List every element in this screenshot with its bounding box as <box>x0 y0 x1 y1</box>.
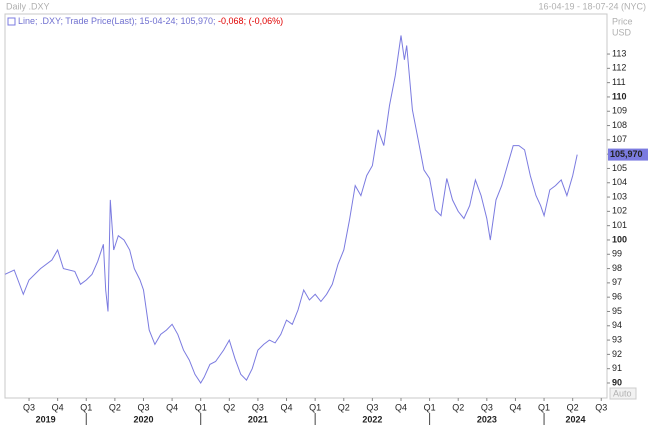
x-tick-label: Q2 <box>109 402 121 412</box>
x-tick-label: Q3 <box>481 402 493 412</box>
scale-mode-box[interactable] <box>609 387 637 400</box>
axis-title: Price <box>612 16 633 26</box>
x-tick-label: Q1 <box>309 402 321 412</box>
y-tick-label: 90 <box>612 377 622 387</box>
x-tick-label: Q1 <box>80 402 92 412</box>
x-tick-label: Q4 <box>509 402 521 412</box>
y-tick-label: 103 <box>612 191 627 201</box>
y-tick-label: 102 <box>612 206 627 216</box>
x-tick-label: Q4 <box>166 402 178 412</box>
price-line <box>4 35 578 384</box>
y-tick-label: 109 <box>612 106 627 116</box>
x-tick-label: Q2 <box>452 402 464 412</box>
y-tick-label: 110 <box>612 91 627 101</box>
y-tick-label: 104 <box>612 177 627 187</box>
year-label: 2020 <box>133 414 153 424</box>
y-tick-label: 92 <box>612 349 622 359</box>
plot-frame <box>4 13 608 399</box>
x-tick-label: Q1 <box>538 402 550 412</box>
y-tick-label: 97 <box>612 277 622 287</box>
y-tick-label: 98 <box>612 263 622 273</box>
year-label: 2024 <box>566 414 586 424</box>
legend-change-pct: (-0,06%) <box>249 16 284 26</box>
x-tick-label: Q2 <box>223 402 235 412</box>
y-tick-label: 99 <box>612 249 622 259</box>
year-label: 2023 <box>477 414 497 424</box>
y-tick-label: 101 <box>612 220 627 230</box>
y-tick-label: 96 <box>612 292 622 302</box>
y-tick-label: 108 <box>612 120 627 130</box>
y-tick-label: 112 <box>612 63 626 73</box>
y-tick-label: 93 <box>612 334 622 344</box>
x-tick-label: Q3 <box>366 402 378 412</box>
x-tick-label: Q3 <box>252 402 264 412</box>
date-range: 16-04-19 - 18-07-24 (NYC) <box>538 1 646 11</box>
x-tick-label: Q3 <box>595 402 607 412</box>
legend-icon <box>7 17 16 26</box>
x-tick-label: Q4 <box>281 402 293 412</box>
y-tick-label: 91 <box>612 363 622 373</box>
x-tick-label: Q3 <box>23 402 35 412</box>
legend-change: -0,068; <box>218 16 246 26</box>
x-tick-label: Q1 <box>424 402 436 412</box>
chart-title: Daily .DXY <box>6 1 50 11</box>
x-tick-label: Q3 <box>137 402 149 412</box>
scale-mode[interactable]: Auto <box>613 388 632 398</box>
legend-main: Line; .DXY; Trade Price(Last); 15-04-24;… <box>18 16 216 26</box>
current-value-label: 105,970 <box>610 149 643 159</box>
y-tick-label: 100 <box>612 234 627 244</box>
axis-title: USD <box>612 27 632 37</box>
x-tick-label: Q1 <box>195 402 207 412</box>
year-label: 2022 <box>362 414 382 424</box>
year-label: 2021 <box>248 414 268 424</box>
x-tick-label: Q4 <box>395 402 407 412</box>
y-tick-label: 95 <box>612 306 622 316</box>
year-label: 2019 <box>36 414 56 424</box>
legend-text: Line; .DXY; Trade Price(Last); 15-04-24;… <box>18 16 283 26</box>
y-tick-label: 111 <box>612 77 626 87</box>
y-tick-label: 107 <box>612 134 627 144</box>
current-value-box <box>608 148 648 161</box>
x-tick-label: Q2 <box>567 402 579 412</box>
y-tick-label: 105 <box>612 163 627 173</box>
x-tick-label: Q2 <box>338 402 350 412</box>
y-tick-label: 94 <box>612 320 622 330</box>
y-tick-label: 113 <box>612 48 626 58</box>
x-tick-label: Q4 <box>52 402 64 412</box>
